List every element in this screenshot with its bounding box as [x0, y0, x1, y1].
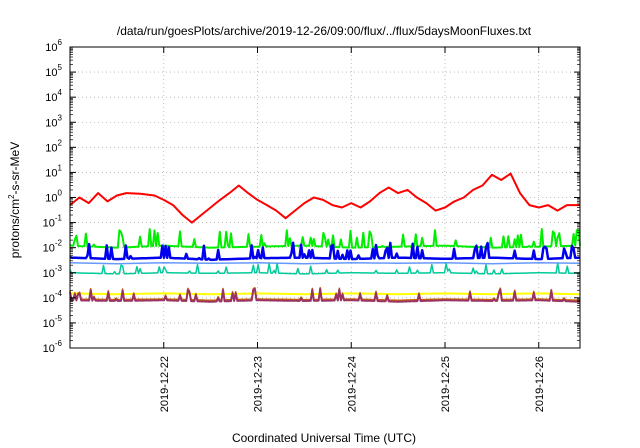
y-tick-exponent: -4	[55, 289, 63, 298]
y-tick-label: 105	[45, 63, 62, 79]
y-tick-label: 104	[45, 88, 62, 104]
y-tick-base: 10	[43, 343, 55, 355]
y-tick-exponent: 5	[58, 63, 63, 72]
y-tick-label: 100	[45, 189, 62, 205]
x-tick-label: 2019-12-22	[159, 356, 171, 412]
y-tick-label: 10-4	[43, 289, 63, 305]
y-tick-label: 10-3	[43, 264, 63, 280]
y-tick-label: 10-6	[43, 339, 63, 355]
series-line-7	[69, 287, 580, 303]
y-tick-label: 10-1	[43, 214, 63, 230]
y-tick-base: 10	[43, 243, 55, 255]
y-tick-exponent: -5	[55, 314, 63, 323]
series-line-3	[69, 262, 581, 265]
y-tick-base: 10	[45, 117, 57, 129]
y-axis-label-base: protons/cm	[8, 199, 22, 258]
y-tick-base: 10	[45, 142, 57, 154]
y-axis-label-rest: -s-sr-MeV	[8, 142, 22, 195]
y-tick-exponent: -6	[55, 339, 63, 348]
chart-title: /data/run/goesPlots/archive/2019-12-26/0…	[117, 24, 532, 38]
y-tick-base: 10	[45, 42, 57, 54]
y-tick-label: 102	[45, 138, 62, 154]
x-tick-label: 2019-12-24	[346, 356, 358, 412]
y-tick-base: 10	[43, 293, 55, 305]
y-axis-label: protons/cm2-s-sr-MeV	[7, 142, 22, 258]
y-tick-exponent: -2	[55, 239, 63, 248]
y-tick-exponent: 3	[58, 113, 63, 122]
y-tick-exponent: 4	[58, 88, 63, 97]
y-tick-base: 10	[45, 92, 57, 104]
y-tick-base: 10	[43, 268, 55, 280]
y-tick-label: 101	[45, 163, 62, 179]
y-tick-label: 103	[45, 113, 62, 129]
y-tick-label: 106	[45, 38, 62, 54]
x-tick-label: 2019-12-25	[440, 356, 452, 412]
y-tick-base: 10	[45, 167, 57, 179]
series-line-0	[69, 172, 580, 224]
x-axis: 2019-12-22 2019-12-23 2019-12-24 2019-12-25…	[159, 47, 546, 412]
y-tick-label: 10-2	[43, 239, 63, 255]
data-series	[69, 172, 581, 303]
series-line-5	[69, 292, 581, 296]
x-tick-label: 2019-12-23	[253, 356, 265, 412]
y-tick-exponent: 6	[58, 38, 63, 47]
series-line-4	[69, 262, 580, 275]
x-axis-label: Coordinated Universal Time (UTC)	[232, 431, 416, 445]
y-tick-exponent: 1	[58, 163, 63, 172]
y-axis: 10-610-510-410-310-210-11001011021031041…	[43, 38, 580, 355]
y-tick-exponent: 2	[58, 138, 63, 147]
x-tick-label: 2019-12-26	[534, 356, 546, 412]
series-line-1	[69, 228, 581, 249]
y-tick-exponent: 0	[58, 189, 63, 198]
y-tick-base: 10	[45, 67, 57, 79]
y-tick-label: 10-5	[43, 314, 63, 330]
grid-lines	[70, 47, 580, 348]
series-line-2	[69, 241, 581, 261]
y-tick-base: 10	[43, 218, 55, 230]
y-tick-exponent: -3	[55, 264, 63, 273]
y-tick-exponent: -1	[55, 214, 63, 223]
y-axis-label-sup: 2	[7, 194, 16, 199]
y-tick-base: 10	[43, 318, 55, 330]
y-tick-base: 10	[45, 193, 57, 205]
